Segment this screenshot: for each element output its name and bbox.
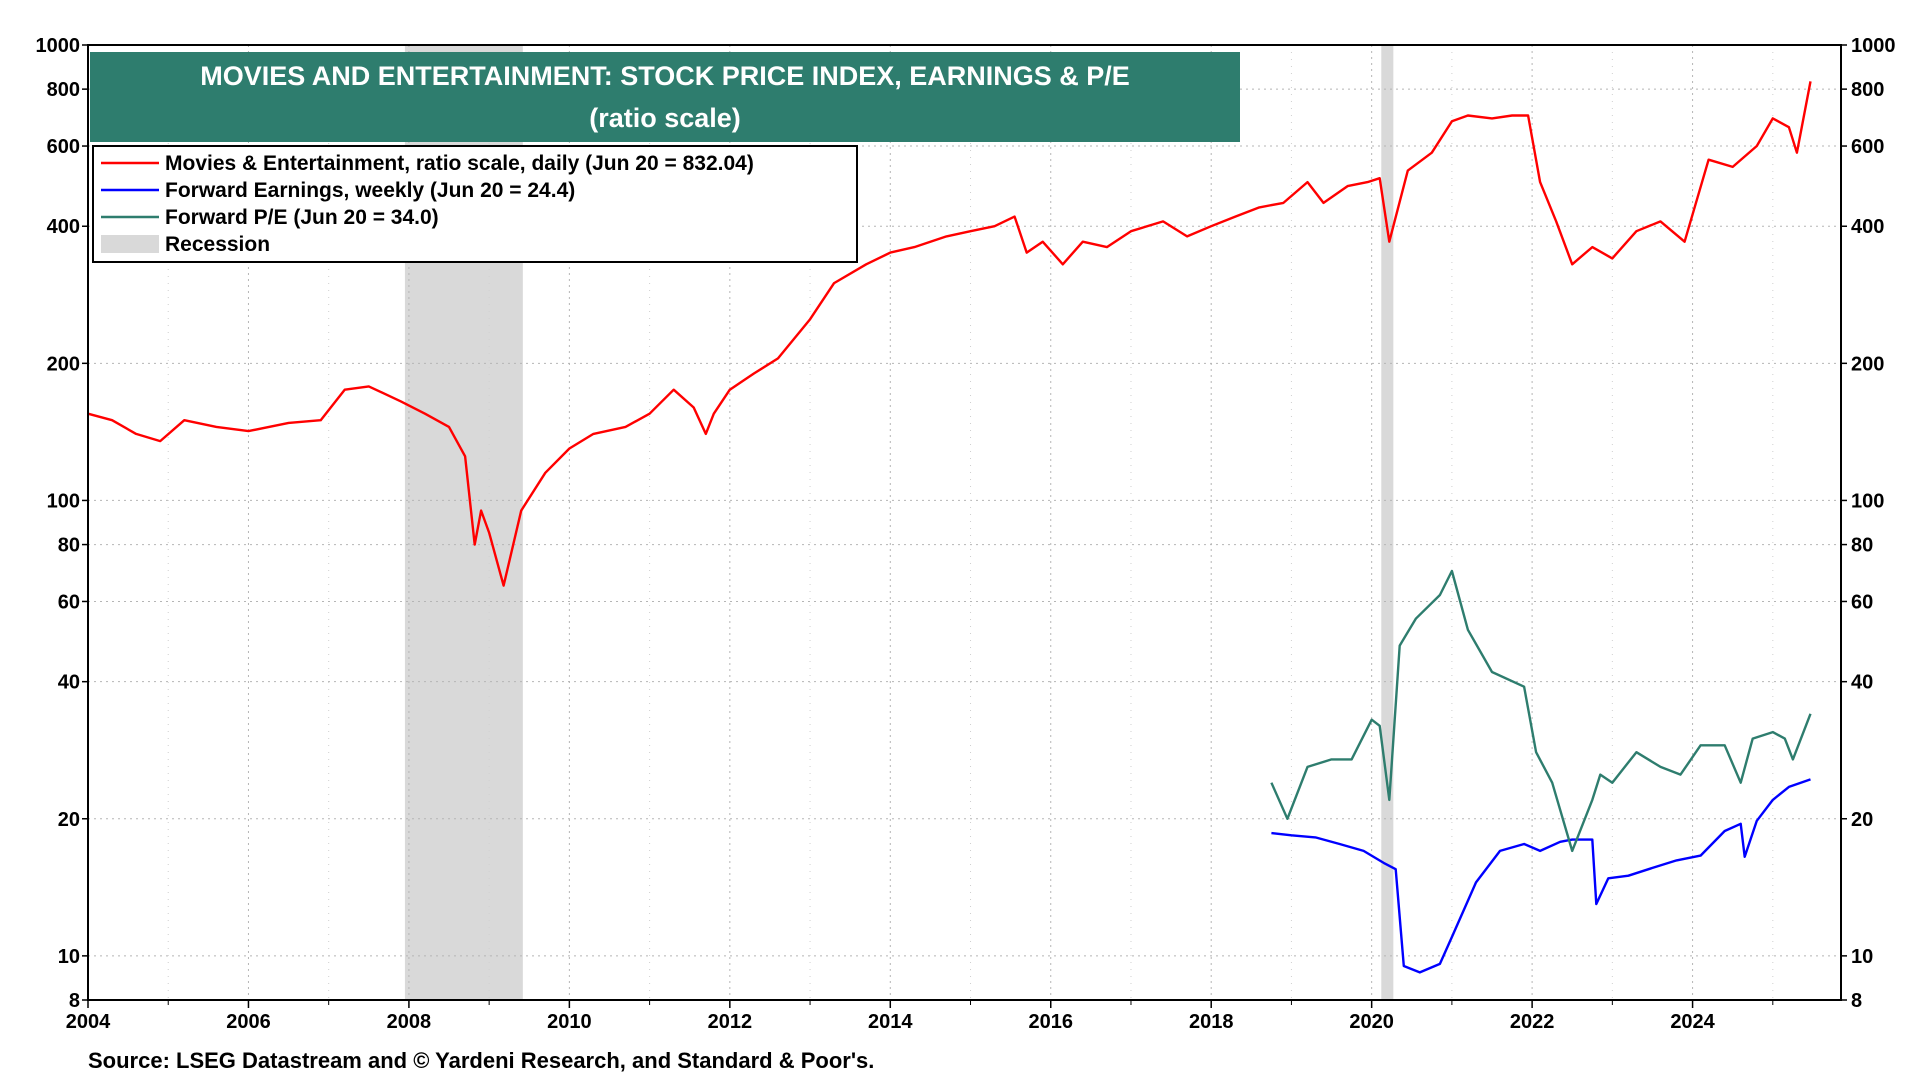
y-tick-label-right: 10 bbox=[1851, 946, 1873, 968]
y-tick-label-left: 400 bbox=[47, 216, 80, 238]
y-tick-label-left: 80 bbox=[58, 535, 80, 557]
x-tick-label: 2016 bbox=[1028, 1011, 1073, 1033]
title-box: MOVIES AND ENTERTAINMENT: STOCK PRICE IN… bbox=[90, 52, 1240, 142]
x-tick-label: 2014 bbox=[868, 1011, 913, 1033]
y-tick-label-left: 60 bbox=[58, 591, 80, 613]
source-note: Source: LSEG Datastream and © Yardeni Re… bbox=[88, 1048, 874, 1073]
y-tick-label-right: 100 bbox=[1851, 490, 1884, 512]
y-tick-label-right: 600 bbox=[1851, 136, 1884, 158]
legend-label-3: Forward P/E (Jun 20 = 34.0) bbox=[165, 206, 439, 229]
x-tick-label: 2004 bbox=[66, 1011, 111, 1033]
y-tick-label-right: 20 bbox=[1851, 809, 1873, 831]
y-tick-label-right: 800 bbox=[1851, 79, 1884, 101]
x-tick-label: 2006 bbox=[226, 1011, 271, 1033]
y-tick-label-right: 40 bbox=[1851, 672, 1873, 694]
y-tick-label-left: 10 bbox=[58, 946, 80, 968]
series-line-3 bbox=[1270, 569, 1812, 853]
y-tick-label-right: 8 bbox=[1851, 990, 1862, 1012]
legend-swatch-recession bbox=[101, 235, 159, 253]
series-line-1 bbox=[87, 81, 1812, 587]
recession-band-2 bbox=[1381, 45, 1394, 1000]
y-tick-label-right: 200 bbox=[1851, 353, 1884, 375]
x-tick-label: 2020 bbox=[1349, 1011, 1394, 1033]
x-tick-label: 2018 bbox=[1189, 1011, 1234, 1033]
title-background bbox=[90, 52, 1240, 142]
legend-label-2: Forward Earnings, weekly (Jun 20 = 24.4) bbox=[165, 179, 575, 202]
y-tick-label-left: 20 bbox=[58, 809, 80, 831]
x-tick-label: 2008 bbox=[387, 1011, 432, 1033]
y-tick-label-left: 8 bbox=[69, 990, 80, 1012]
y-tick-label-left: 200 bbox=[47, 353, 80, 375]
legend: Movies & Entertainment, ratio scale, dai… bbox=[92, 145, 858, 263]
chart-subtitle: (ratio scale) bbox=[589, 103, 741, 133]
series-line-2 bbox=[1271, 778, 1811, 974]
legend-box bbox=[92, 145, 858, 263]
x-tick-label: 2010 bbox=[547, 1011, 592, 1033]
plot-frame bbox=[87, 44, 1842, 1001]
y-tick-label-left: 1000 bbox=[36, 35, 81, 57]
y-tick-label-left: 600 bbox=[47, 136, 80, 158]
legend-label-4: Recession bbox=[165, 233, 270, 256]
x-tick-label: 2022 bbox=[1510, 1011, 1555, 1033]
x-tick-label: 2024 bbox=[1670, 1011, 1715, 1033]
x-tick-label: 2012 bbox=[708, 1011, 753, 1033]
chart-title: MOVIES AND ENTERTAINMENT: STOCK PRICE IN… bbox=[200, 61, 1130, 91]
y-tick-label-left: 800 bbox=[47, 79, 80, 101]
y-tick-label-right: 80 bbox=[1851, 535, 1873, 557]
y-tick-label-left: 40 bbox=[58, 672, 80, 694]
y-tick-label-right: 1000 bbox=[1851, 35, 1896, 57]
y-tick-label-left: 100 bbox=[47, 490, 80, 512]
legend-label-1: Movies & Entertainment, ratio scale, dai… bbox=[165, 152, 754, 175]
y-tick-label-right: 60 bbox=[1851, 591, 1873, 613]
y-tick-label-right: 400 bbox=[1851, 216, 1884, 238]
